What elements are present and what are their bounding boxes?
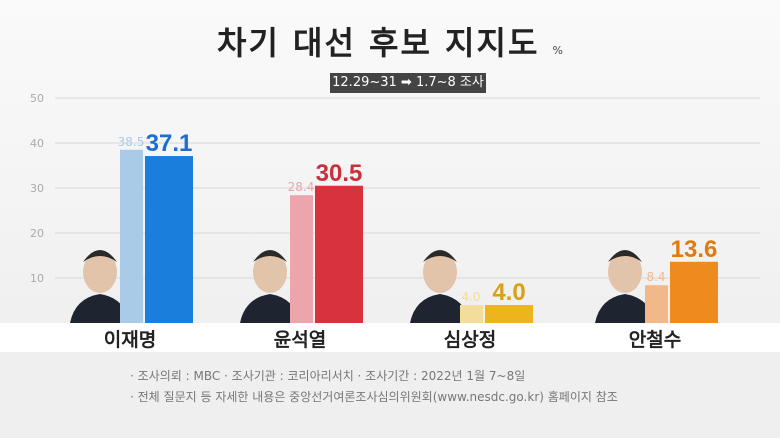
bar-prev-label: 8.4 [646,270,665,284]
candidate-photo-face [83,251,117,293]
bar-curr [315,185,363,323]
bar-curr-label: 4.0 [492,279,525,306]
candidate-photo-face [608,251,642,293]
candidate-photo-suit [70,294,130,323]
footnote-1: · 조사의뢰 : MBC · 조사기관 : 코리아리서치 · 조사기간 : 20… [130,369,526,383]
category-label: 심상정 [444,329,496,351]
candidate-photo-suit [410,294,470,323]
category-label: 윤석열 [274,329,326,351]
candidate-photo-face [253,251,287,293]
candidate-photo-suit [595,294,655,323]
category-label: 이재명 [104,329,156,351]
footnote-area: · 조사의뢰 : MBC · 조사기관 : 코리아리서치 · 조사기간 : 20… [0,352,780,438]
bar-prev-label: 4.0 [461,290,480,304]
bar-prev [120,149,143,323]
bar-curr [485,305,533,323]
category-label: 안철수 [629,329,681,351]
bar-prev [290,195,313,323]
bar-curr-label: 37.1 [146,130,193,157]
y-tick-label: 30 [30,182,44,195]
candidate-photo-hair [83,250,117,262]
bar-prev-label: 28.4 [288,180,315,194]
x-axis-band [0,323,780,352]
bar-curr [670,261,718,323]
y-tick-label: 10 [30,272,44,285]
bar-curr-label: 13.6 [671,236,718,263]
unit-label: % [552,44,563,57]
footnote-2: · 전체 질문지 등 자세한 내용은 중앙선거여론조사심의위원회(www.nes… [130,390,618,404]
y-tick-label: 40 [30,137,44,150]
bar-chart: 10 20 30 40 50 38.5 37.1 이재명 28.430.5 윤석열 4.0 4.0 심상… [0,92,780,352]
y-tick-label: 50 [30,92,44,105]
y-tick-label: 20 [30,227,44,240]
bar-prev-label: 38.5 [118,135,145,149]
chart-title: 차기 대선 후보 지지도 % [217,24,563,62]
candidate-photo-hair [423,250,457,262]
bar-prev [460,305,483,323]
bar-curr [145,156,193,323]
bar-curr-label: 30.5 [316,160,363,187]
candidate-photo-hair [608,250,642,262]
candidate-photo-face [423,251,457,293]
candidate-photo-suit [240,294,300,323]
bar-prev [645,285,668,323]
candidate-photo-hair [253,250,287,262]
period-label: 12.29~31 ➡ 1.7~8 조사 [330,73,486,93]
